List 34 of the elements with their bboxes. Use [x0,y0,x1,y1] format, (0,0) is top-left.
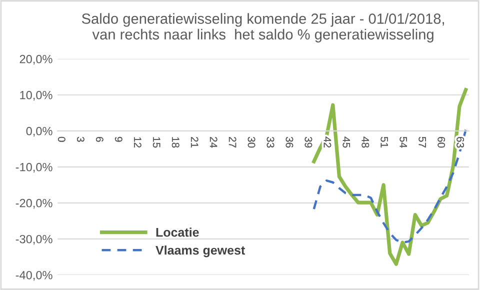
x-tick-label: 9 [114,136,122,142]
legend-label: Vlaams gewest [156,245,245,258]
x-tick-label: 63 [456,136,464,148]
x-tick-label: 27 [228,136,236,148]
legend-label: Locatie [156,228,199,237]
x-tick-label: 48 [362,136,370,148]
x-tick-label: 60 [438,136,446,148]
x-tick-label: 15 [152,137,160,148]
x-tick-label: 57 [418,136,426,148]
y-tick-label: -30,0% [16,234,52,245]
line-series [312,128,467,244]
y-tick-label: 0,0% [26,126,52,137]
y-tick-label: -20,0% [16,198,52,209]
x-tick-label: 18 [172,137,180,148]
x-tick-label: 24 [210,136,218,148]
y-tick-label: 20,0% [20,54,52,65]
x-tick-label: 3 [76,136,84,142]
x-tick-label: 42 [324,136,332,148]
x-tick-label: 12 [134,137,142,148]
x-tick-label: 30 [248,136,256,148]
x-tick-label: 54 [400,136,407,148]
x-tick-label: 45 [342,136,350,148]
y-tick-label: -40,0% [16,270,52,281]
x-tick-label: 33 [266,136,274,148]
y-tick-label: 10,0% [20,90,52,101]
line-series [312,88,468,266]
x-tick-label: 0 [58,136,66,142]
x-tick-label: 21 [190,136,198,148]
y-tick-label: -10,0% [16,162,52,173]
x-tick-label: 36 [286,136,294,148]
chart-title: Saldo generatiewisseling komende 25 jaar - 01/01/2018, van rechts naar links het saldo % generatiewisseling [82,13,444,42]
x-tick-label: 6 [96,136,104,142]
x-tick-label: 51 [380,136,388,148]
x-tick-label: 39 [304,136,312,148]
